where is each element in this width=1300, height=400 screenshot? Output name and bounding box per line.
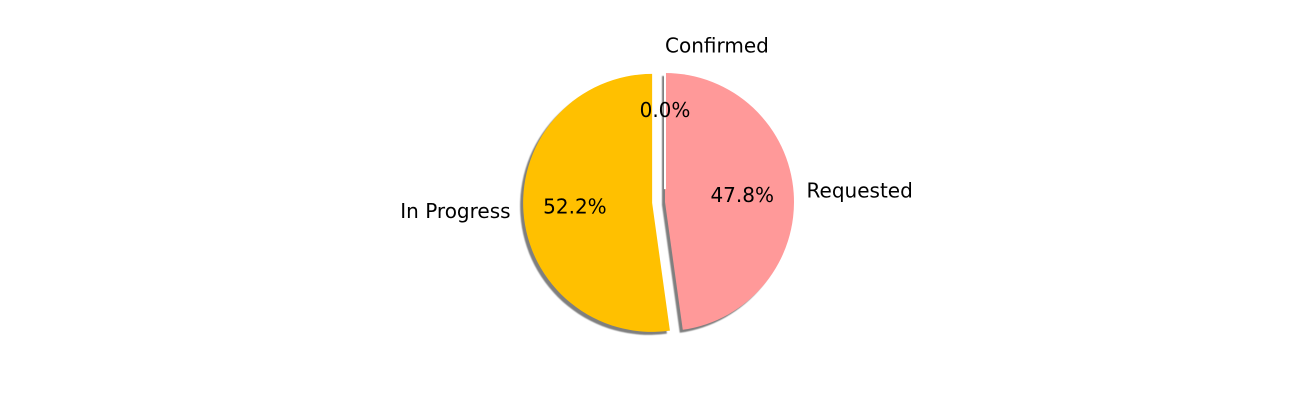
percent-label-in-progress: 52.2% — [543, 195, 607, 219]
slice-label-in-progress: In Progress — [400, 199, 510, 223]
percent-label-confirmed: 0.0% — [640, 98, 691, 122]
pie-slice-requested — [665, 73, 794, 330]
percent-label-requested: 47.8% — [710, 183, 774, 207]
slice-label-requested: Requested — [807, 179, 913, 203]
slice-label-confirmed: Confirmed — [665, 34, 769, 58]
pie-slice-layer — [523, 60, 794, 332]
pie-slice-in-progress — [523, 73, 670, 332]
pie-label-layer: In Progress 52.2% Requested 47.8% Confirmed 0… — [400, 34, 913, 223]
